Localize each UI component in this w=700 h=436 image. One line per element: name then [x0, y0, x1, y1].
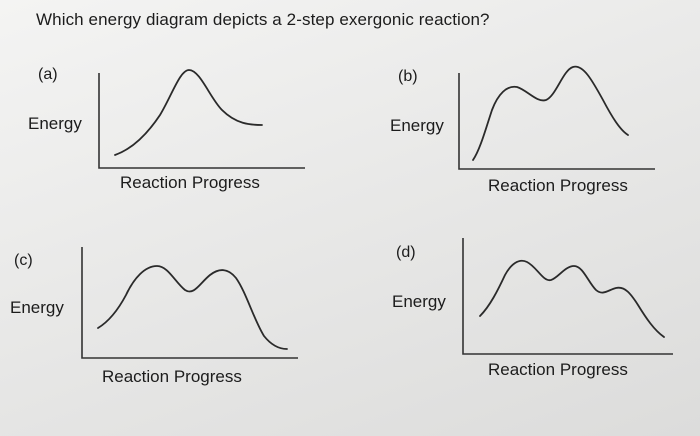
panel-c-label: (c) [14, 252, 33, 269]
panel-a-axes [98, 73, 305, 169]
panel-b-label: (b) [398, 68, 418, 85]
panel-a-label: (a) [38, 66, 58, 83]
panel-b-axes [458, 73, 655, 170]
panel-a-energy-label: Energy [28, 114, 82, 133]
panel-b-energy-curve [472, 65, 629, 161]
panel-b-energy-label: Energy [390, 116, 444, 135]
panel-c-energy-label: Energy [10, 298, 64, 317]
question-text: Which energy diagram depicts a 2-step ex… [36, 10, 490, 29]
panel-c-progress-label: Reaction Progress [102, 367, 242, 386]
panel-d-axes [462, 238, 673, 355]
panel-d-energy-curve [479, 259, 665, 338]
panel-b-progress-label: Reaction Progress [488, 176, 628, 195]
panel-d-label: (d) [396, 244, 416, 261]
panel-d-progress-label: Reaction Progress [488, 360, 628, 379]
panel-a-progress-label: Reaction Progress [120, 173, 260, 192]
panel-a-energy-curve [114, 69, 263, 156]
panel-d-energy-label: Energy [392, 292, 446, 311]
panel-c-energy-curve [97, 265, 288, 350]
panel-c-axes [81, 247, 298, 359]
